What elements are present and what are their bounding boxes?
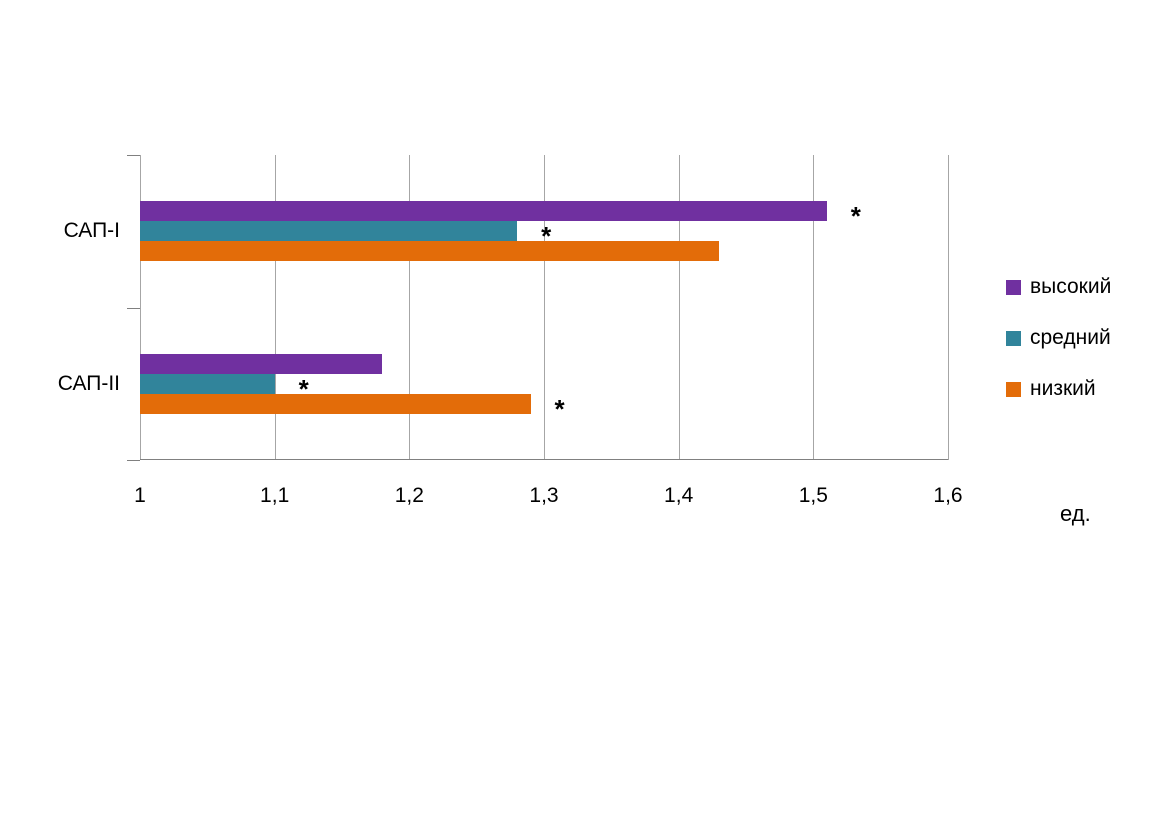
x-axis-line (140, 459, 948, 460)
bar (140, 393, 531, 414)
legend-item: высокий (1006, 275, 1111, 299)
bar (140, 201, 827, 222)
bar (140, 241, 720, 262)
gridline (948, 155, 949, 460)
significance-marker: * (554, 393, 565, 424)
x-axis-labels: 1 1,1 1,2 1,3 1,4 1,5 1,6 (134, 484, 962, 512)
x-axis-tick-label: 1,1 (260, 484, 290, 507)
legend-item: низкий (1006, 377, 1111, 401)
legend: высокий средний низкий (1006, 275, 1111, 428)
x-axis-tick-label: 1,6 (933, 484, 963, 507)
category-axis-tick (127, 307, 140, 309)
gridline (409, 155, 411, 460)
bar (140, 221, 518, 242)
gridline (544, 155, 545, 460)
gridline (678, 155, 680, 460)
bar (140, 373, 275, 394)
gridline (813, 155, 815, 460)
gridline (274, 155, 276, 460)
category-label: САП-II (57, 371, 120, 395)
category-axis-tick (127, 155, 140, 156)
significance-marker: * (298, 373, 309, 404)
legend-swatch (1006, 279, 1021, 295)
legend-swatch (1006, 381, 1021, 397)
legend-label: высокий (1030, 275, 1112, 298)
legend-item: средний (1006, 326, 1111, 350)
legend-label: средний (1030, 326, 1111, 349)
legend-label: низкий (1030, 377, 1096, 400)
category-axis-tick (127, 460, 140, 461)
x-axis-tick-label: 1 (134, 484, 146, 507)
x-axis-tick-label: 1,3 (529, 484, 559, 507)
legend-swatch (1006, 330, 1021, 346)
plot-area: * * * * (127, 155, 949, 461)
category-label: САП-I (63, 219, 120, 243)
x-axis-tick-label: 1,2 (394, 484, 424, 507)
significance-marker: * (541, 221, 552, 252)
x-axis-tick-label: 1,5 (798, 484, 828, 507)
bar (140, 353, 383, 374)
gridline (140, 155, 141, 460)
x-axis-unit-label: ед. (1060, 501, 1091, 526)
significance-marker: * (850, 201, 861, 232)
x-axis-tick-label: 1,4 (664, 484, 694, 507)
